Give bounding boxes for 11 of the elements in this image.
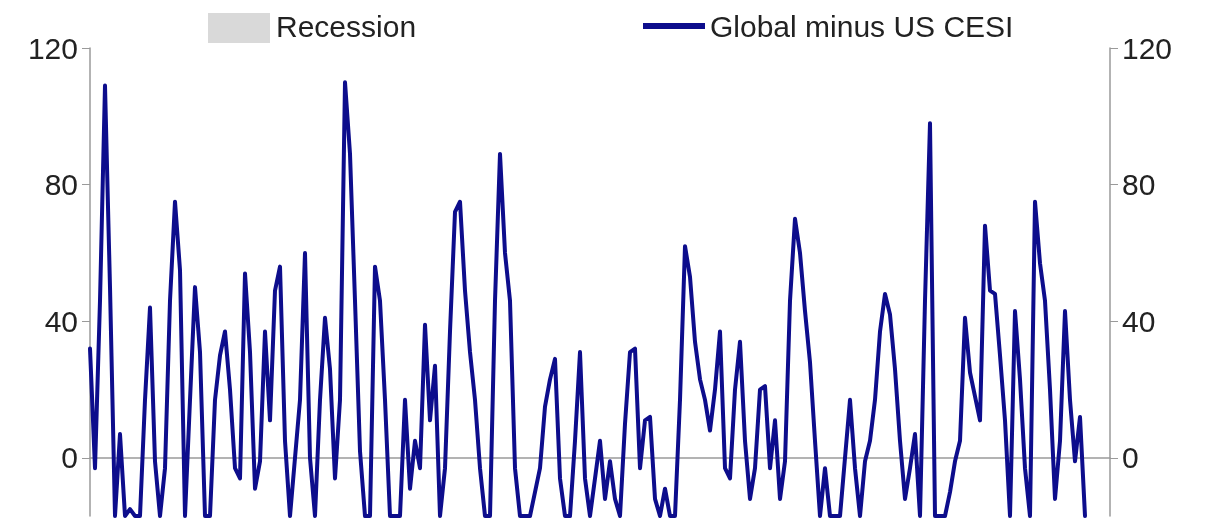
y-tick-label: 80 xyxy=(44,168,78,202)
y2-tick-label: 0 xyxy=(1122,441,1139,475)
y-tick-label: 40 xyxy=(44,304,78,338)
y2-tick-label: 80 xyxy=(1122,168,1156,202)
text: Recession xyxy=(276,10,417,44)
y-tick-label: 0 xyxy=(61,441,78,475)
y2-tick-label: 40 xyxy=(1122,304,1156,338)
y-tick-label: 120 xyxy=(27,31,78,65)
line-series xyxy=(88,80,1087,518)
y2-tick-label: 120 xyxy=(1122,31,1173,65)
legend-label: Global minus US CESI xyxy=(710,9,1014,43)
